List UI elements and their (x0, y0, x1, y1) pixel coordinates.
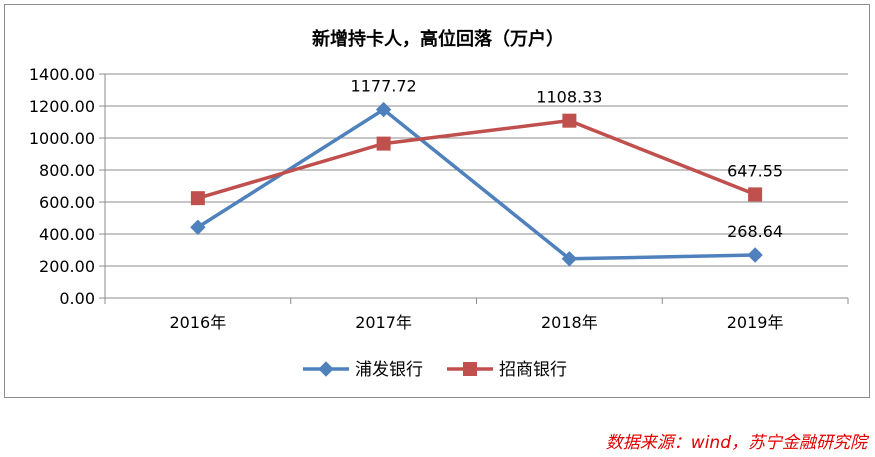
legend-label: 浦发银行 (355, 360, 423, 380)
source-note: 数据来源：wind，苏宁金融研究院 (605, 433, 867, 453)
data-point-square (463, 362, 477, 376)
data-point-diamond (318, 361, 334, 377)
x-tick-label: 2018年 (541, 313, 598, 332)
y-tick-label: 1400.00 (29, 65, 95, 84)
data-point-diamond (375, 101, 392, 118)
x-tick-label: 2019年 (727, 313, 784, 332)
axes: 0.00 200.00 400.00 600.00 800.00 1000.00 1200.… (29, 65, 849, 332)
x-tick-label: 2016年 (170, 313, 227, 332)
y-tick-label: 1200.00 (29, 97, 95, 116)
legend: 浦发银行 招商银行 (303, 360, 567, 380)
data-labels: 1177.72 268.64 1108.33 647.55 (351, 77, 784, 241)
y-tick-label: 400.00 (39, 225, 95, 244)
data-point-square (190, 191, 205, 206)
data-point-square (562, 113, 577, 128)
data-label: 1177.72 (351, 77, 417, 96)
data-point-diamond (190, 219, 206, 235)
data-point-square (748, 187, 763, 202)
data-point-diamond (747, 247, 763, 263)
data-label: 1108.33 (536, 88, 602, 107)
y-tick-label: 800.00 (39, 161, 95, 180)
grid-lines (105, 73, 848, 267)
y-tick-label: 200.00 (39, 257, 95, 276)
data-point-diamond (561, 251, 578, 267)
series-line-2 (197, 118, 756, 200)
line-chart: 0.00 200.00 400.00 600.00 800.00 1000.00 1200.… (29, 65, 849, 380)
y-tick-label: 0.00 (59, 289, 95, 308)
y-tick-label: 1000.00 (29, 129, 95, 148)
data-label: 268.64 (727, 222, 783, 241)
data-point-square (376, 136, 391, 151)
chart-title: 新增持卡人，高位回落（万户） (312, 29, 564, 50)
series-layer (190, 101, 763, 267)
data-label: 647.55 (727, 161, 783, 180)
chart-frame: 新增持卡人，高位回落（万户） 0.00 200.00 400.00 600.00 800… (4, 4, 870, 398)
y-tick-label: 600.00 (39, 193, 95, 212)
x-tick-label: 2017年 (355, 313, 412, 332)
series-line-1 (196, 107, 756, 261)
legend-label: 招商银行 (499, 360, 567, 380)
